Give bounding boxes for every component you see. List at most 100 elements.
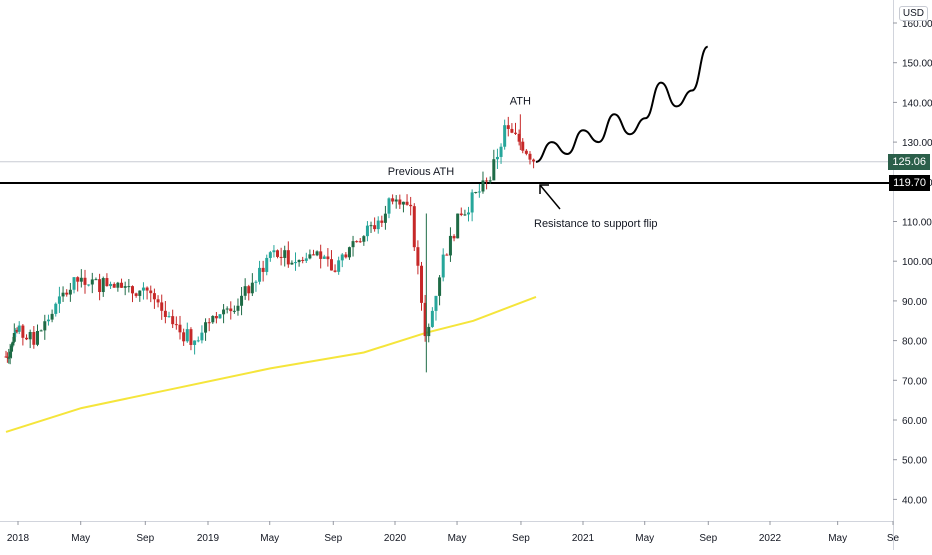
candle[interactable] — [171, 309, 175, 329]
candle[interactable] — [409, 196, 413, 216]
candle[interactable] — [46, 314, 50, 326]
candle[interactable] — [369, 221, 373, 233]
candle[interactable] — [28, 329, 32, 349]
candle[interactable] — [470, 189, 474, 222]
candle[interactable] — [441, 248, 445, 282]
candle[interactable] — [116, 281, 120, 292]
candle[interactable] — [32, 326, 36, 349]
candle[interactable] — [160, 294, 164, 320]
candle[interactable] — [163, 300, 167, 324]
candle[interactable] — [528, 151, 532, 165]
candle[interactable] — [79, 269, 83, 288]
candle[interactable] — [211, 315, 215, 324]
candle[interactable] — [456, 213, 460, 239]
candle[interactable] — [243, 278, 247, 300]
candle[interactable] — [141, 282, 145, 300]
candle[interactable] — [68, 282, 72, 302]
candle[interactable] — [240, 287, 244, 316]
candle[interactable] — [340, 253, 344, 268]
candle[interactable] — [488, 176, 492, 184]
candle[interactable] — [12, 323, 16, 343]
candle[interactable] — [383, 205, 387, 230]
candle[interactable] — [222, 304, 226, 324]
candle[interactable] — [380, 215, 384, 228]
candle[interactable] — [495, 148, 499, 169]
candle[interactable] — [459, 207, 463, 217]
candle[interactable] — [514, 122, 518, 136]
candle[interactable] — [427, 323, 431, 343]
candle[interactable] — [156, 295, 160, 308]
candle[interactable] — [83, 269, 87, 294]
candle[interactable] — [344, 252, 348, 259]
candle[interactable] — [15, 327, 19, 334]
candle[interactable] — [10, 343, 14, 359]
candle[interactable] — [98, 273, 102, 301]
candle[interactable] — [120, 278, 124, 288]
candle[interactable] — [416, 240, 420, 275]
candle[interactable] — [279, 247, 283, 266]
candle[interactable] — [149, 285, 153, 303]
candle[interactable] — [152, 288, 156, 309]
candle[interactable] — [329, 250, 333, 271]
candle[interactable] — [247, 284, 251, 301]
candle[interactable] — [423, 294, 427, 342]
candle[interactable] — [185, 322, 189, 343]
candle[interactable] — [485, 177, 489, 190]
candle[interactable] — [196, 336, 200, 343]
candle[interactable] — [391, 194, 395, 205]
candle[interactable] — [145, 286, 149, 300]
candle[interactable] — [178, 315, 182, 340]
candle[interactable] — [351, 235, 355, 257]
candle[interactable] — [283, 245, 287, 267]
candle[interactable] — [481, 171, 485, 194]
candle[interactable] — [322, 254, 326, 259]
candle[interactable] — [448, 227, 452, 262]
candle[interactable] — [57, 286, 61, 313]
candle[interactable] — [521, 138, 525, 154]
candle[interactable] — [474, 191, 478, 194]
candle[interactable] — [301, 256, 305, 264]
candle[interactable] — [420, 261, 424, 311]
candle[interactable] — [524, 149, 528, 156]
candle[interactable] — [127, 279, 131, 293]
candle[interactable] — [532, 158, 536, 169]
candle[interactable] — [17, 321, 21, 335]
candle[interactable] — [333, 264, 337, 273]
candle[interactable] — [510, 123, 514, 134]
candle[interactable] — [297, 259, 301, 267]
candle[interactable] — [276, 249, 280, 259]
candle[interactable] — [401, 201, 405, 213]
candle[interactable] — [35, 324, 39, 347]
candle[interactable] — [326, 248, 330, 267]
candle[interactable] — [304, 252, 308, 263]
candle[interactable] — [398, 194, 402, 209]
candle[interactable] — [182, 328, 186, 346]
candle[interactable] — [207, 318, 211, 332]
projection-path[interactable] — [535, 45, 709, 163]
candle[interactable] — [506, 116, 510, 137]
candle[interactable] — [452, 234, 456, 242]
candle[interactable] — [43, 314, 47, 340]
candle[interactable] — [109, 281, 113, 290]
candle[interactable] — [61, 286, 65, 302]
candle[interactable] — [438, 275, 442, 306]
candle[interactable] — [430, 307, 434, 328]
candle[interactable] — [261, 260, 265, 282]
candle[interactable] — [250, 273, 254, 297]
candle[interactable] — [87, 284, 91, 287]
candle[interactable] — [362, 235, 366, 246]
candle[interactable] — [294, 252, 298, 271]
candle[interactable] — [25, 334, 29, 341]
candle[interactable] — [373, 217, 377, 232]
candle[interactable] — [290, 260, 294, 265]
candle[interactable] — [90, 272, 94, 294]
candle[interactable] — [167, 311, 171, 318]
candle[interactable] — [134, 292, 138, 298]
candle[interactable] — [376, 216, 380, 234]
candle[interactable] — [204, 318, 208, 341]
candle[interactable] — [365, 221, 369, 242]
candle[interactable] — [174, 316, 178, 330]
candle[interactable] — [5, 352, 9, 363]
candle[interactable] — [218, 314, 222, 319]
